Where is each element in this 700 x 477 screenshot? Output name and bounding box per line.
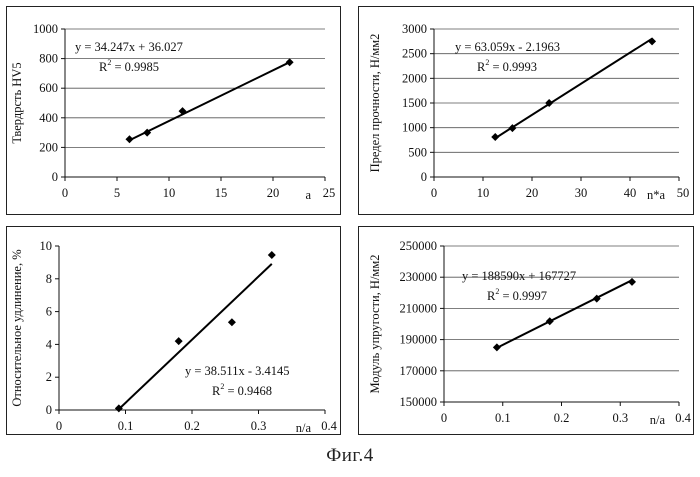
x-tick-label: 0.1 — [495, 411, 511, 425]
trendline-equation: y = 34.247x + 36.027 — [75, 40, 183, 54]
data-point — [545, 317, 554, 326]
trendline — [119, 263, 273, 409]
y-tick-label: 8 — [46, 272, 52, 286]
figure-caption: Фиг.4 — [326, 445, 374, 466]
x-tick-label: 10 — [477, 186, 490, 200]
data-point — [285, 58, 294, 67]
chart-svg-strength: 0 500 1000 1500 2000 2500 3000 0 10 20 30 40 50 n*a Пр… — [368, 22, 690, 202]
y-tick-label: 800 — [39, 52, 58, 66]
y-tick-label: 2000 — [402, 71, 427, 85]
x-tick-label: 0 — [56, 419, 62, 433]
x-tick-label: 20 — [526, 186, 539, 200]
data-point — [628, 277, 636, 286]
y-tick-label: 200 — [39, 140, 58, 154]
trendline — [129, 61, 291, 142]
y-tick-label: 3000 — [402, 22, 427, 36]
y-axis-label: Модуль упругости, Н/мм2 — [368, 255, 382, 394]
chart-panel-modulus: 150000 170000 190000 210000 230000 250000 0 0.1… — [358, 226, 694, 435]
y-tick-label: 0 — [421, 170, 427, 184]
y-tick-label: 0 — [52, 170, 58, 184]
x-tick-label: 25 — [323, 186, 336, 200]
data-point — [178, 107, 187, 116]
chart-svg-elongation: 0 2 4 6 8 10 0 0.1 0.2 0.3 0.4 n/a Относительное удл… — [10, 239, 338, 435]
x-tick-label: 0.3 — [612, 411, 628, 425]
trendline-equation: y = 188590x + 167727 — [462, 269, 576, 283]
x-tick-label: 0 — [431, 186, 437, 200]
data-point — [227, 318, 236, 327]
data-point — [114, 404, 123, 413]
y-tick-label: 1000 — [402, 121, 427, 135]
x-tick-label: 0.2 — [184, 419, 200, 433]
chart-svg-modulus: 150000 170000 190000 210000 230000 250000 0 0.1… — [368, 239, 692, 427]
y-axis-label: Относительное удлинение, % — [10, 249, 24, 406]
r-squared-label: R2 = 0.9468 — [212, 382, 272, 398]
x-tick-label: 10 — [163, 186, 176, 200]
data-point — [267, 251, 276, 260]
data-point — [508, 124, 517, 133]
x-tick-label: 40 — [624, 186, 637, 200]
chart-panel-elongation: 0 2 4 6 8 10 0 0.1 0.2 0.3 0.4 n/a Относительное удл… — [6, 226, 341, 435]
y-tick-label: 2500 — [402, 47, 427, 61]
trendline — [494, 37, 653, 140]
y-tick-label: 2 — [46, 370, 52, 384]
y-tick-label: 1500 — [402, 96, 427, 110]
chart-panel-hardness: 0 200 400 600 800 1000 0 5 10 15 20 25 a Твердрсть HV… — [6, 6, 341, 215]
x-axis-label: n/a — [296, 421, 312, 435]
data-point — [492, 343, 501, 352]
y-tick-label: 170000 — [400, 364, 438, 378]
data-point — [545, 99, 554, 107]
chart-svg-hardness: 0 200 400 600 800 1000 0 5 10 15 20 25 a Твердрсть HV… — [10, 22, 336, 202]
x-tick-label: 5 — [114, 186, 120, 200]
y-axis-label: Твердрсть HV5 — [10, 62, 24, 143]
x-tick-label: 20 — [267, 186, 280, 200]
y-tick-label: 250000 — [400, 239, 438, 253]
x-axis-label: a — [305, 188, 311, 202]
x-tick-label: 0 — [441, 411, 447, 425]
trendline-equation: y = 63.059x - 2.1963 — [455, 40, 560, 54]
r-squared-label: R2 = 0.9993 — [477, 58, 537, 74]
data-point — [143, 128, 152, 137]
y-tick-label: 6 — [46, 305, 52, 319]
y-tick-label: 230000 — [400, 270, 438, 284]
trendline — [496, 279, 633, 349]
data-point — [174, 337, 183, 346]
x-axis-label: n/a — [650, 413, 666, 427]
y-tick-label: 0 — [46, 403, 52, 417]
y-tick-label: 500 — [408, 145, 427, 159]
r-squared-label: R2 = 0.9985 — [99, 58, 159, 74]
x-tick-label: 15 — [215, 186, 228, 200]
data-point — [592, 294, 601, 303]
y-tick-label: 150000 — [400, 395, 438, 409]
y-tick-label: 190000 — [400, 333, 438, 347]
r-squared-label: R2 = 0.9997 — [487, 287, 547, 303]
x-tick-label: 0.4 — [675, 411, 691, 425]
x-tick-label: 0.4 — [321, 419, 337, 433]
data-point — [125, 135, 134, 144]
data-point — [648, 37, 657, 46]
data-point — [491, 133, 500, 142]
trendline-equation: y = 38.511x - 3.4145 — [185, 364, 290, 378]
y-tick-label: 1000 — [33, 22, 58, 36]
x-tick-label: 0.3 — [251, 419, 267, 433]
y-tick-label: 210000 — [400, 301, 438, 315]
y-axis-label: Предел прочности, Н/мм2 — [368, 34, 382, 173]
y-tick-label: 600 — [39, 81, 58, 95]
x-tick-label: 0 — [62, 186, 68, 200]
x-tick-label: 0.1 — [118, 419, 134, 433]
x-tick-label: 50 — [677, 186, 690, 200]
y-tick-label: 4 — [46, 337, 53, 351]
y-tick-label: 400 — [39, 111, 58, 125]
y-tick-label: 10 — [40, 239, 53, 253]
x-axis-label: n*a — [647, 188, 666, 202]
x-tick-label: 0.2 — [554, 411, 570, 425]
x-tick-label: 30 — [575, 186, 588, 200]
chart-panel-strength: 0 500 1000 1500 2000 2500 3000 0 10 20 30 40 50 n*a Пр… — [358, 6, 694, 215]
